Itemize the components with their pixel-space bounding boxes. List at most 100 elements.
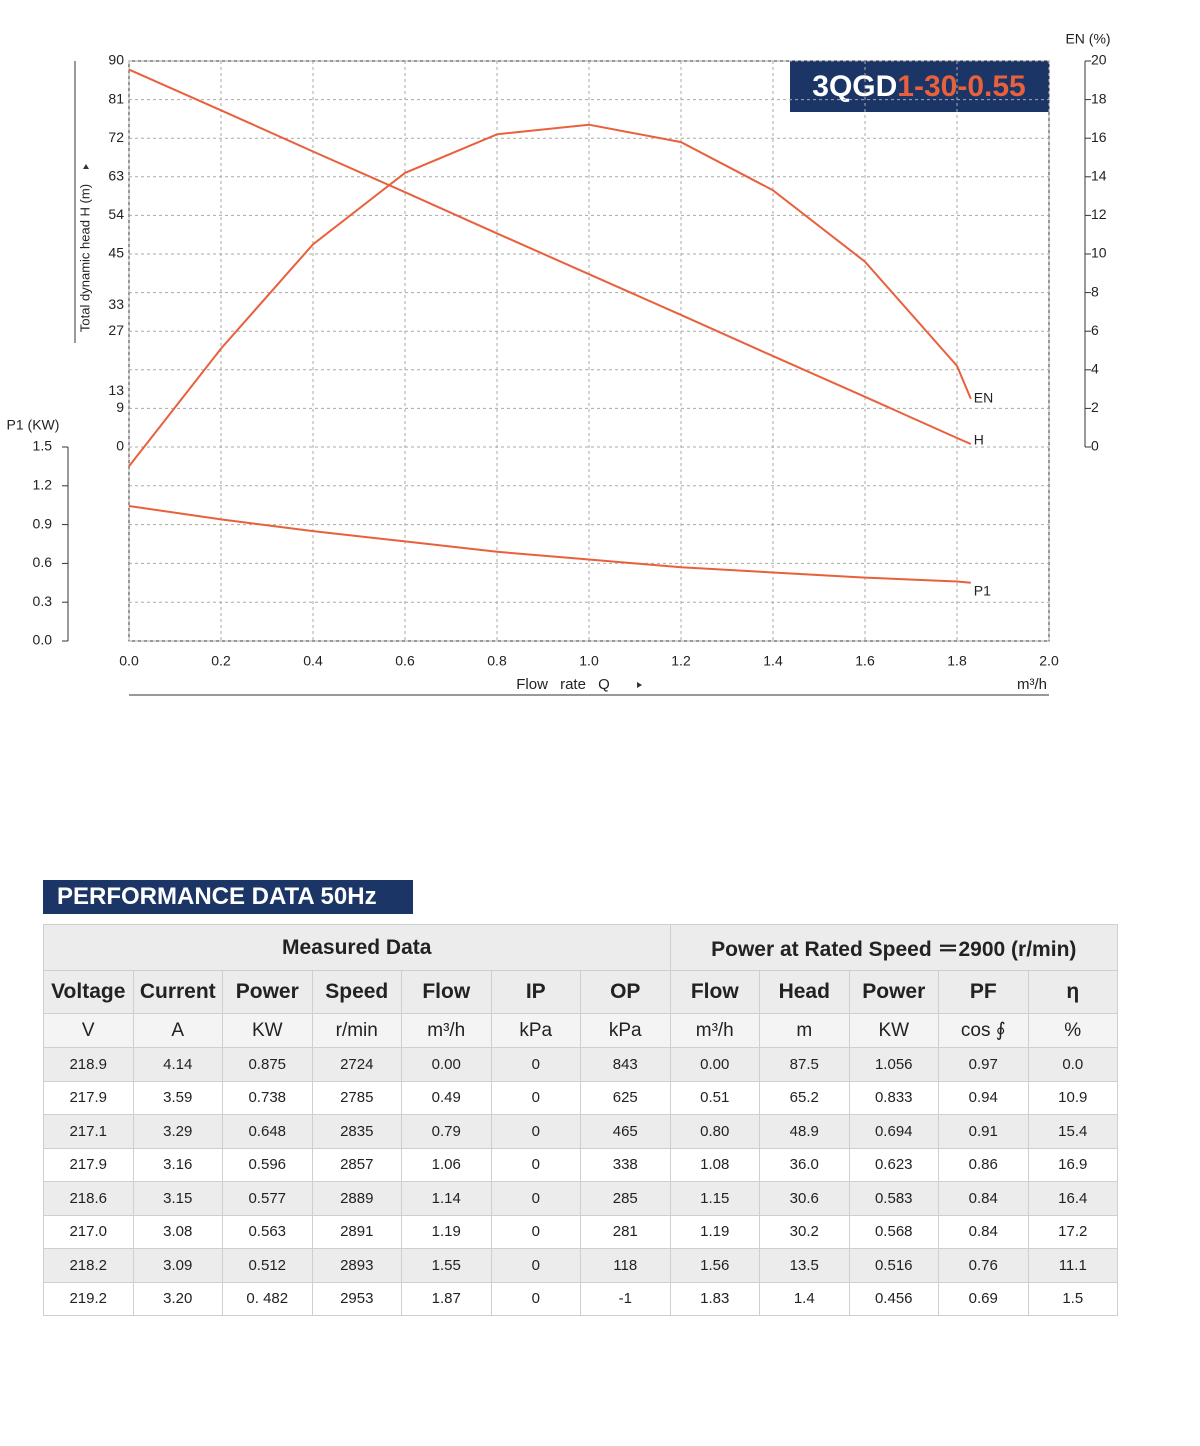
y2-tick-label: 12 [1091, 206, 1107, 222]
y2-tick-label: 2 [1091, 399, 1099, 415]
x-tick-label: 0.8 [487, 653, 507, 669]
cell: 0.0 [1027, 1047, 1118, 1082]
cell: 1.5 [1027, 1281, 1118, 1316]
cell: 0.516 [848, 1248, 939, 1283]
cell: 3.20 [132, 1281, 223, 1316]
x-axis-label: Flow rate Q [516, 676, 610, 693]
y-tick-label: 33 [108, 296, 124, 312]
cell: 0.51 [669, 1080, 760, 1115]
y3-tick-label: 1.2 [33, 477, 53, 493]
cell: 0.875 [222, 1047, 313, 1082]
cell: 1.83 [669, 1281, 760, 1316]
cell: 16.4 [1027, 1181, 1118, 1216]
y-tick-label: 45 [108, 245, 124, 261]
y3-tick-label: 0.6 [33, 554, 53, 570]
y-tick-label: 90 [108, 52, 124, 68]
cell: 15.4 [1027, 1114, 1118, 1149]
cell: 2891 [311, 1214, 402, 1249]
cell: 87.5 [759, 1047, 850, 1082]
data-row: 218.2 3.09 0.512 2893 1.55 0 118 1.56 13.5 0.516 0… [43, 1248, 1118, 1283]
cell: 0.563 [222, 1214, 313, 1249]
x-tick-label: 0.2 [211, 653, 231, 669]
cell: 217.0 [43, 1214, 134, 1249]
cell: 0.49 [401, 1080, 492, 1115]
cell: 338 [580, 1147, 671, 1182]
column-header: η [1027, 970, 1118, 1014]
x-tick-label: 0.4 [303, 653, 323, 669]
unit-cell: V [43, 1013, 134, 1048]
y-tick-label: 72 [108, 129, 124, 145]
y-tick-label: 0 [116, 438, 124, 454]
column-header: Flow [401, 970, 492, 1014]
cell: 2724 [311, 1047, 402, 1082]
cell: -1 [580, 1281, 671, 1316]
x-tick-label: 2.0 [1039, 653, 1059, 669]
group-header: Power at Rated Speed ＝2900 (r/min) [669, 924, 1118, 971]
cell: 465 [580, 1114, 671, 1149]
y2-tick-label: 18 [1091, 90, 1107, 106]
unit-cell: r/min [311, 1013, 402, 1048]
cell: 11.1 [1027, 1248, 1118, 1283]
cell: 2953 [311, 1281, 402, 1316]
column-header: Power [848, 970, 939, 1014]
cell: 0 [490, 1147, 581, 1182]
y2-tick-label: 10 [1091, 245, 1107, 261]
cell: 218.2 [43, 1248, 134, 1283]
y-axis-label: Total dynamic head H (m) [77, 184, 92, 332]
cell: 0.694 [848, 1114, 939, 1149]
header-row: Voltage Current Power Speed Flow IP OP Flow Head… [43, 970, 1118, 1014]
data-row: 218.9 4.14 0.875 2724 0.00 0 843 0.00 87.5 1.056 0… [43, 1047, 1118, 1082]
cell: 0.76 [938, 1248, 1029, 1283]
unit-cell: KW [848, 1013, 939, 1048]
cell: 217.9 [43, 1080, 134, 1115]
unit-cell: A [132, 1013, 223, 1048]
y2-tick-label: 14 [1091, 168, 1107, 184]
table-title: PERFORMANCE DATA 50Hz [43, 880, 413, 914]
cell: 0.456 [848, 1281, 939, 1316]
group-row: Measured Data Power at Rated Speed ＝2900… [43, 924, 1118, 971]
title-prefix: 3QGD [812, 70, 897, 103]
data-row: 217.9 3.59 0.738 2785 0.49 0 625 0.51 65.2 0.833 0… [43, 1080, 1118, 1115]
performance-table: Measured Data Power at Rated Speed ＝2900… [43, 924, 1118, 1316]
cell: 0.91 [938, 1114, 1029, 1149]
cell: 219.2 [43, 1281, 134, 1316]
y2-tick-label: 0 [1091, 438, 1099, 454]
data-row: 219.2 3.20 0. 482 2953 1.87 0 -1 1.83 1.4 0.456 0.… [43, 1281, 1118, 1316]
cell: 0.512 [222, 1248, 313, 1283]
x-tick-label: 0.0 [119, 653, 139, 669]
cell: 217.1 [43, 1114, 134, 1149]
column-header: Head [759, 970, 850, 1014]
cell: 0.00 [401, 1047, 492, 1082]
cell: 10.9 [1027, 1080, 1118, 1115]
column-header: Current [132, 970, 223, 1014]
y2-axis-label: EN (%) [1065, 31, 1110, 47]
cell: 285 [580, 1181, 671, 1216]
cell: 2835 [311, 1114, 402, 1149]
cell: 1.056 [848, 1047, 939, 1082]
y-tick-label: 81 [108, 90, 124, 106]
cell: 3.59 [132, 1080, 223, 1115]
unit-cell: kPa [580, 1013, 671, 1048]
cell: 0.648 [222, 1114, 313, 1149]
cell: 625 [580, 1080, 671, 1115]
column-header: Voltage [43, 970, 134, 1014]
column-header: Power [222, 970, 313, 1014]
series-label: EN [974, 389, 993, 405]
cell: 0.69 [938, 1281, 1029, 1316]
x-tick-label: 1.4 [763, 653, 783, 669]
title-box [790, 61, 1049, 112]
y2-tick-label: 4 [1091, 361, 1099, 377]
group-header: Measured Data [43, 924, 671, 971]
cell: 1.87 [401, 1281, 492, 1316]
cell: 0.84 [938, 1181, 1029, 1216]
cell: 0.833 [848, 1080, 939, 1115]
y2-tick-label: 16 [1091, 129, 1107, 145]
column-header: Flow [669, 970, 760, 1014]
cell: 0. 482 [222, 1281, 313, 1316]
cell: 0 [490, 1114, 581, 1149]
cell: 281 [580, 1214, 671, 1249]
cell: 0.79 [401, 1114, 492, 1149]
y-tick-label: 27 [108, 322, 124, 338]
x-tick-label: 1.0 [579, 653, 599, 669]
cell: 1.15 [669, 1181, 760, 1216]
